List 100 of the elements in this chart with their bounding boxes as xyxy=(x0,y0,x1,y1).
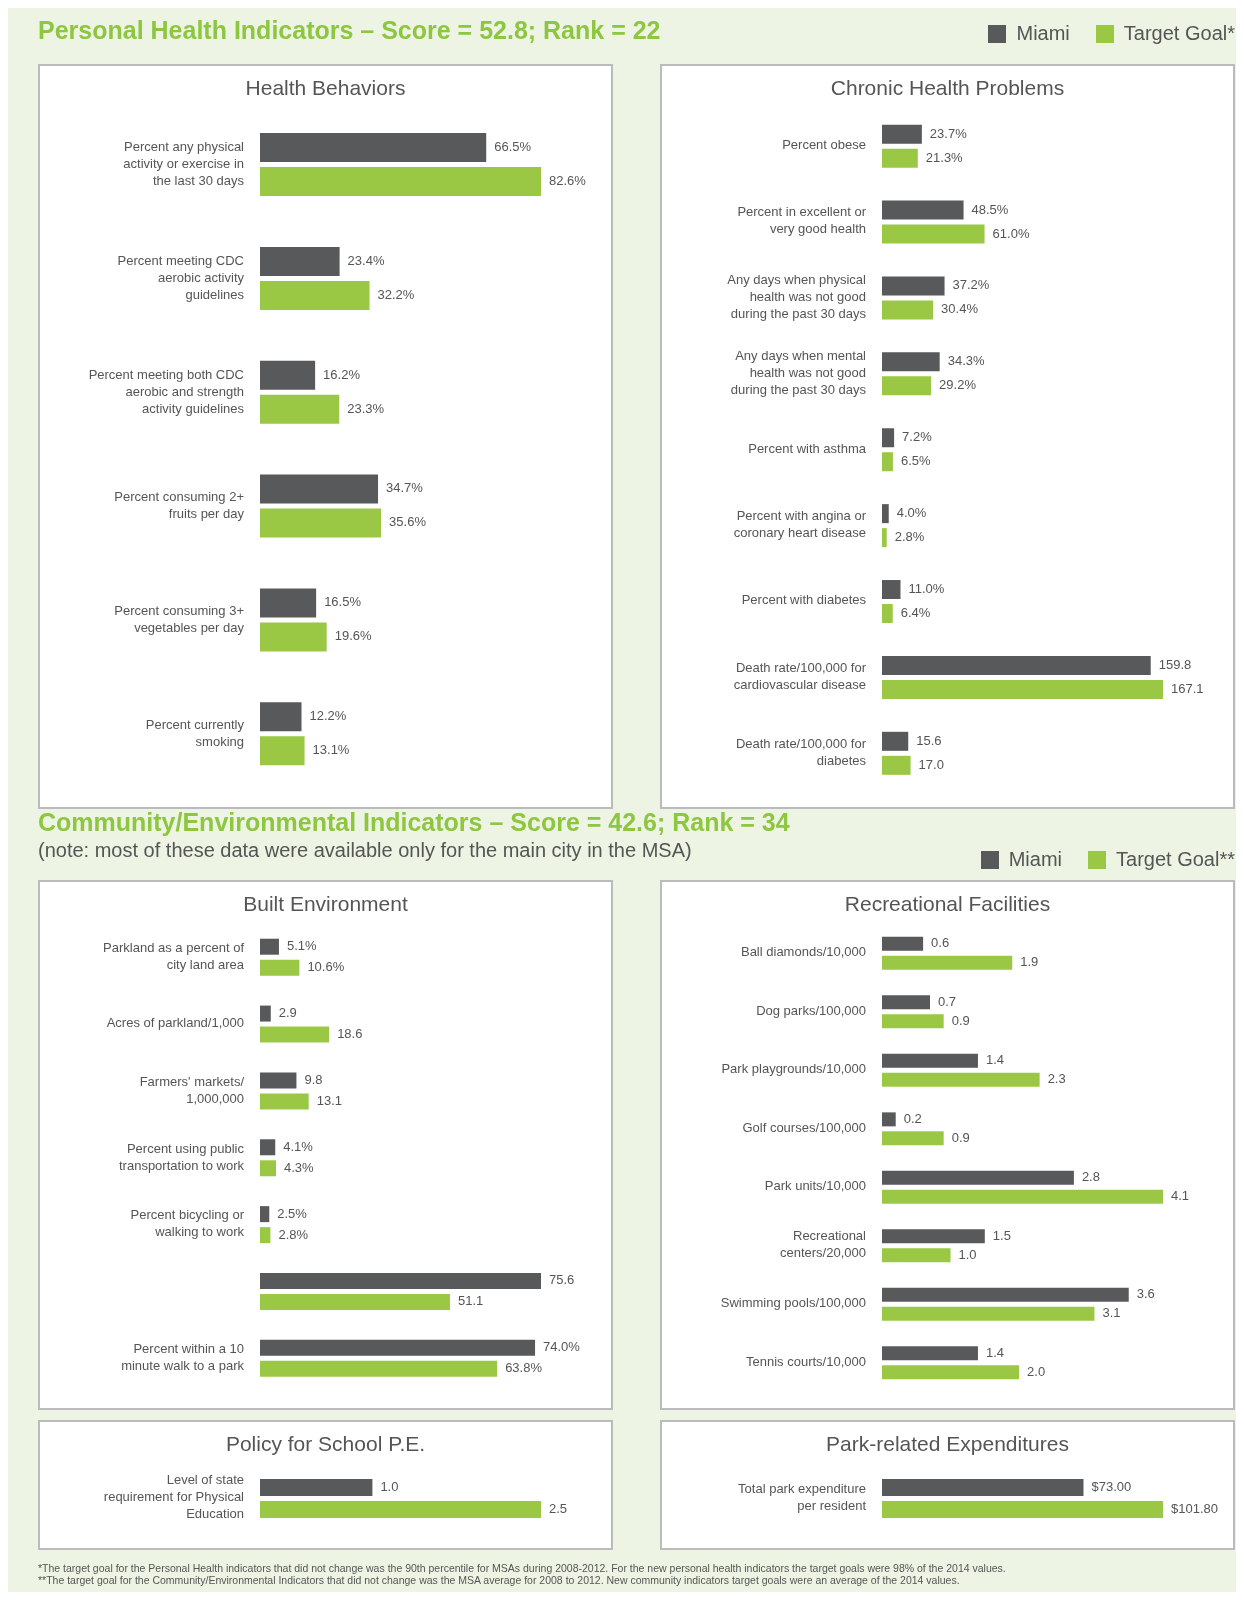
chart-title: Recreational Facilities xyxy=(843,891,1052,917)
data-label: 12.2% xyxy=(309,708,347,724)
data-label: $73.00 xyxy=(1091,1478,1132,1494)
data-label: 10.6% xyxy=(307,959,345,975)
y-tick-label: Acres of parkland/1,000 xyxy=(106,1015,244,1031)
bar xyxy=(260,1227,271,1244)
y-tick-label: Tennis courts/10,000 xyxy=(746,1354,866,1370)
data-label: 75.6 xyxy=(549,1272,575,1288)
bar xyxy=(882,124,922,144)
data-label: 18.6 xyxy=(337,1026,363,1041)
data-label: 37.2% xyxy=(952,277,990,293)
data-label: 16.5% xyxy=(324,594,362,610)
bar xyxy=(882,376,932,396)
data-label: 23.7% xyxy=(929,125,968,141)
y-tick-label: Park playgrounds/10,000 xyxy=(721,1061,866,1077)
bar xyxy=(882,200,964,220)
y-tick-label: Percent currently smoking xyxy=(145,717,245,750)
bar xyxy=(882,504,889,524)
bar xyxy=(260,1272,541,1289)
bar xyxy=(882,731,909,751)
y-tick-label: Dog parks/100,000 xyxy=(756,1003,866,1019)
data-label: 1.0 xyxy=(958,1246,977,1262)
bar xyxy=(260,1360,498,1377)
data-label: 29.2% xyxy=(939,377,977,393)
bar xyxy=(260,736,305,766)
data-label: 34.7% xyxy=(386,480,424,496)
bar xyxy=(260,1093,309,1110)
bar xyxy=(882,224,985,244)
data-label: 30.4% xyxy=(941,301,979,317)
y-tick-label: Swimming pools/100,000 xyxy=(720,1295,866,1311)
legend-label: Miami xyxy=(1016,22,1070,45)
data-label: 63.8% xyxy=(505,1360,543,1376)
data-label: 35.6% xyxy=(389,514,427,530)
bar xyxy=(260,246,340,276)
data-label: 2.5% xyxy=(277,1205,308,1221)
data-label: 2.0 xyxy=(1027,1363,1046,1379)
data-label: 51.1 xyxy=(457,1293,484,1309)
data-label: 2.9 xyxy=(278,1005,297,1020)
y-tick-label: Parkland as a percent of city land area xyxy=(103,940,245,973)
data-label: 15.6 xyxy=(916,732,942,748)
text: (note: most of these data were available only for the main city in the MSA) xyxy=(38,839,692,862)
chart-title: Built Environment xyxy=(242,891,409,917)
data-label: 16.2% xyxy=(323,366,361,382)
data-label: 9.8 xyxy=(304,1071,323,1087)
bar xyxy=(260,1160,276,1177)
y-tick-label: Level of state requirement for Physical Education xyxy=(103,1472,245,1522)
legend-label: Target Goal** xyxy=(1116,848,1235,871)
data-label: 23.4% xyxy=(347,252,385,268)
bar xyxy=(260,1339,536,1356)
y-tick-label: Death rate/100,000 for diabetes xyxy=(735,735,867,768)
bar xyxy=(260,1026,330,1043)
data-label: 2.8% xyxy=(894,529,925,545)
y-tick-label: Death rate/100,000 for cardiovascular disease xyxy=(733,660,867,693)
bar xyxy=(260,1139,276,1156)
bar xyxy=(882,276,945,296)
data-label: 2.5 xyxy=(549,1500,568,1516)
y-tick-label: Percent any physical activity or exercise in the last 30 days xyxy=(123,139,245,189)
y-tick-label: Percent within a 10 minute walk to a park xyxy=(121,1341,245,1374)
data-label: 3.1 xyxy=(1102,1305,1121,1321)
bar xyxy=(260,167,541,197)
y-tick-label: Percent with angina or coronary heart disease xyxy=(733,508,867,541)
bar xyxy=(260,474,379,504)
data-label: 3.6 xyxy=(1136,1286,1155,1302)
data-label: 32.2% xyxy=(377,286,415,302)
data-label: 0.9 xyxy=(951,1129,970,1145)
data-label: 5.1% xyxy=(286,938,318,954)
bar xyxy=(882,352,940,372)
data-label: 6.5% xyxy=(900,453,931,469)
data-label: 167.1 xyxy=(1171,680,1204,696)
bar xyxy=(260,702,302,732)
bar xyxy=(882,428,895,448)
chart-title: Health Behaviors xyxy=(244,75,407,101)
bar xyxy=(260,938,279,955)
y-tick-label: Total park expenditure per resident xyxy=(738,1480,867,1513)
data-label: 0.2 xyxy=(903,1110,922,1126)
bar xyxy=(260,959,300,976)
data-label: 1.4 xyxy=(985,1344,1005,1360)
data-label: 23.3% xyxy=(347,400,385,416)
data-label: 7.2% xyxy=(902,429,933,445)
data-label: 1.5 xyxy=(992,1227,1011,1243)
data-label: 2.8 xyxy=(1081,1169,1100,1185)
data-label: 4.1% xyxy=(283,1138,314,1154)
y-tick-label: Percent in excellent or very good health xyxy=(737,204,867,237)
data-label: 4.1 xyxy=(1171,1188,1190,1204)
data-label: 48.5% xyxy=(971,201,1009,217)
data-label: 13.1% xyxy=(312,742,350,758)
data-label: 21.3% xyxy=(925,149,964,165)
data-label: 159.8 xyxy=(1158,656,1192,672)
bar xyxy=(882,1170,1074,1185)
y-tick-label: Percent obese xyxy=(782,137,866,153)
bar xyxy=(260,1005,271,1022)
data-label: 19.6% xyxy=(334,628,372,644)
legend-label: Miami xyxy=(1008,848,1063,871)
data-label: 1.0 xyxy=(380,1478,399,1494)
bar xyxy=(260,588,317,618)
y-tick-label: Percent consuming 3+ vegetables per day xyxy=(114,603,245,636)
data-label: 82.6% xyxy=(549,172,587,188)
text: Community/Environmental Indicators – Score = 42.6; Rank = 34 xyxy=(38,808,790,837)
bar xyxy=(882,936,924,951)
bar xyxy=(882,148,918,168)
